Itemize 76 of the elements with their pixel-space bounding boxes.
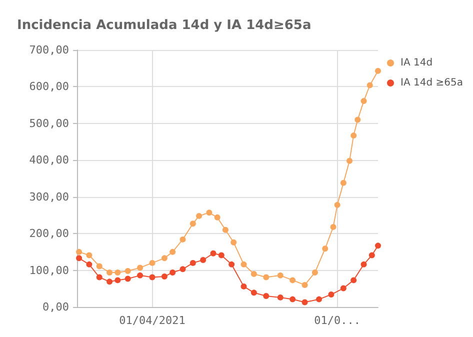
point: [96, 263, 102, 270]
point: [277, 272, 284, 278]
y-tick-label: 600,00: [29, 80, 69, 94]
point: [149, 260, 156, 266]
point: [161, 255, 168, 262]
point: [190, 260, 196, 266]
legend-label: IA 14d ≥65a: [400, 78, 463, 88]
point: [228, 261, 235, 268]
point: [124, 268, 131, 274]
point: [322, 246, 328, 252]
point: [180, 236, 186, 242]
point: [214, 214, 220, 220]
point: [149, 274, 156, 280]
point: [250, 290, 257, 296]
point: [96, 274, 102, 280]
point: [86, 261, 92, 268]
point: [240, 261, 247, 268]
y-tick-label: 300,00: [29, 190, 69, 204]
point: [86, 252, 92, 258]
y-tick-label: 100,00: [29, 264, 69, 277]
point: [360, 98, 367, 104]
point: [222, 226, 228, 233]
point: [250, 270, 257, 277]
point: [124, 276, 131, 282]
point: [375, 68, 381, 74]
point: [114, 269, 121, 276]
point: [76, 248, 82, 255]
point: [137, 272, 144, 278]
point: [76, 255, 82, 262]
chart-title: Incidencia Acumulada 14d y IA 14d≥65a: [17, 18, 312, 33]
point: [316, 296, 322, 302]
point: [354, 116, 361, 123]
point: [340, 180, 346, 186]
point: [263, 274, 270, 280]
point: [375, 242, 381, 249]
point: [360, 261, 367, 268]
point: [180, 266, 186, 272]
point: [350, 132, 357, 139]
x-tick-label: 01/04/2021: [119, 314, 186, 327]
y-tick-label: 400,00: [29, 154, 69, 167]
point: [330, 224, 336, 230]
point: [170, 269, 176, 276]
y-tick-label: 200,00: [29, 227, 69, 240]
point: [206, 210, 212, 216]
point: [263, 292, 270, 299]
y-tick-label: 700,00: [29, 44, 69, 56]
point: [346, 158, 353, 164]
point: [290, 277, 296, 284]
point: [350, 277, 357, 284]
point: [302, 299, 308, 306]
point: [312, 269, 318, 276]
point: [328, 292, 334, 298]
point: [200, 257, 206, 264]
point: [334, 202, 340, 208]
y-tick-label: 0,00: [42, 300, 69, 314]
point: [302, 282, 308, 288]
point: [366, 82, 373, 88]
y-tick-label: 500,00: [29, 116, 69, 130]
point: [218, 252, 224, 258]
point: [290, 296, 296, 302]
point: [106, 278, 113, 285]
point: [210, 250, 216, 256]
point: [137, 264, 144, 271]
point: [106, 269, 113, 276]
point: [277, 294, 284, 300]
point: [196, 212, 202, 219]
legend-label: IA 14d: [400, 58, 433, 68]
point: [230, 239, 237, 246]
point: [190, 220, 196, 227]
point: [240, 283, 247, 290]
point: [368, 252, 375, 258]
point: [170, 248, 176, 255]
x-tick-label: 01/0...: [314, 314, 361, 327]
point: [161, 274, 168, 280]
point: [340, 285, 346, 292]
point: [114, 277, 121, 284]
